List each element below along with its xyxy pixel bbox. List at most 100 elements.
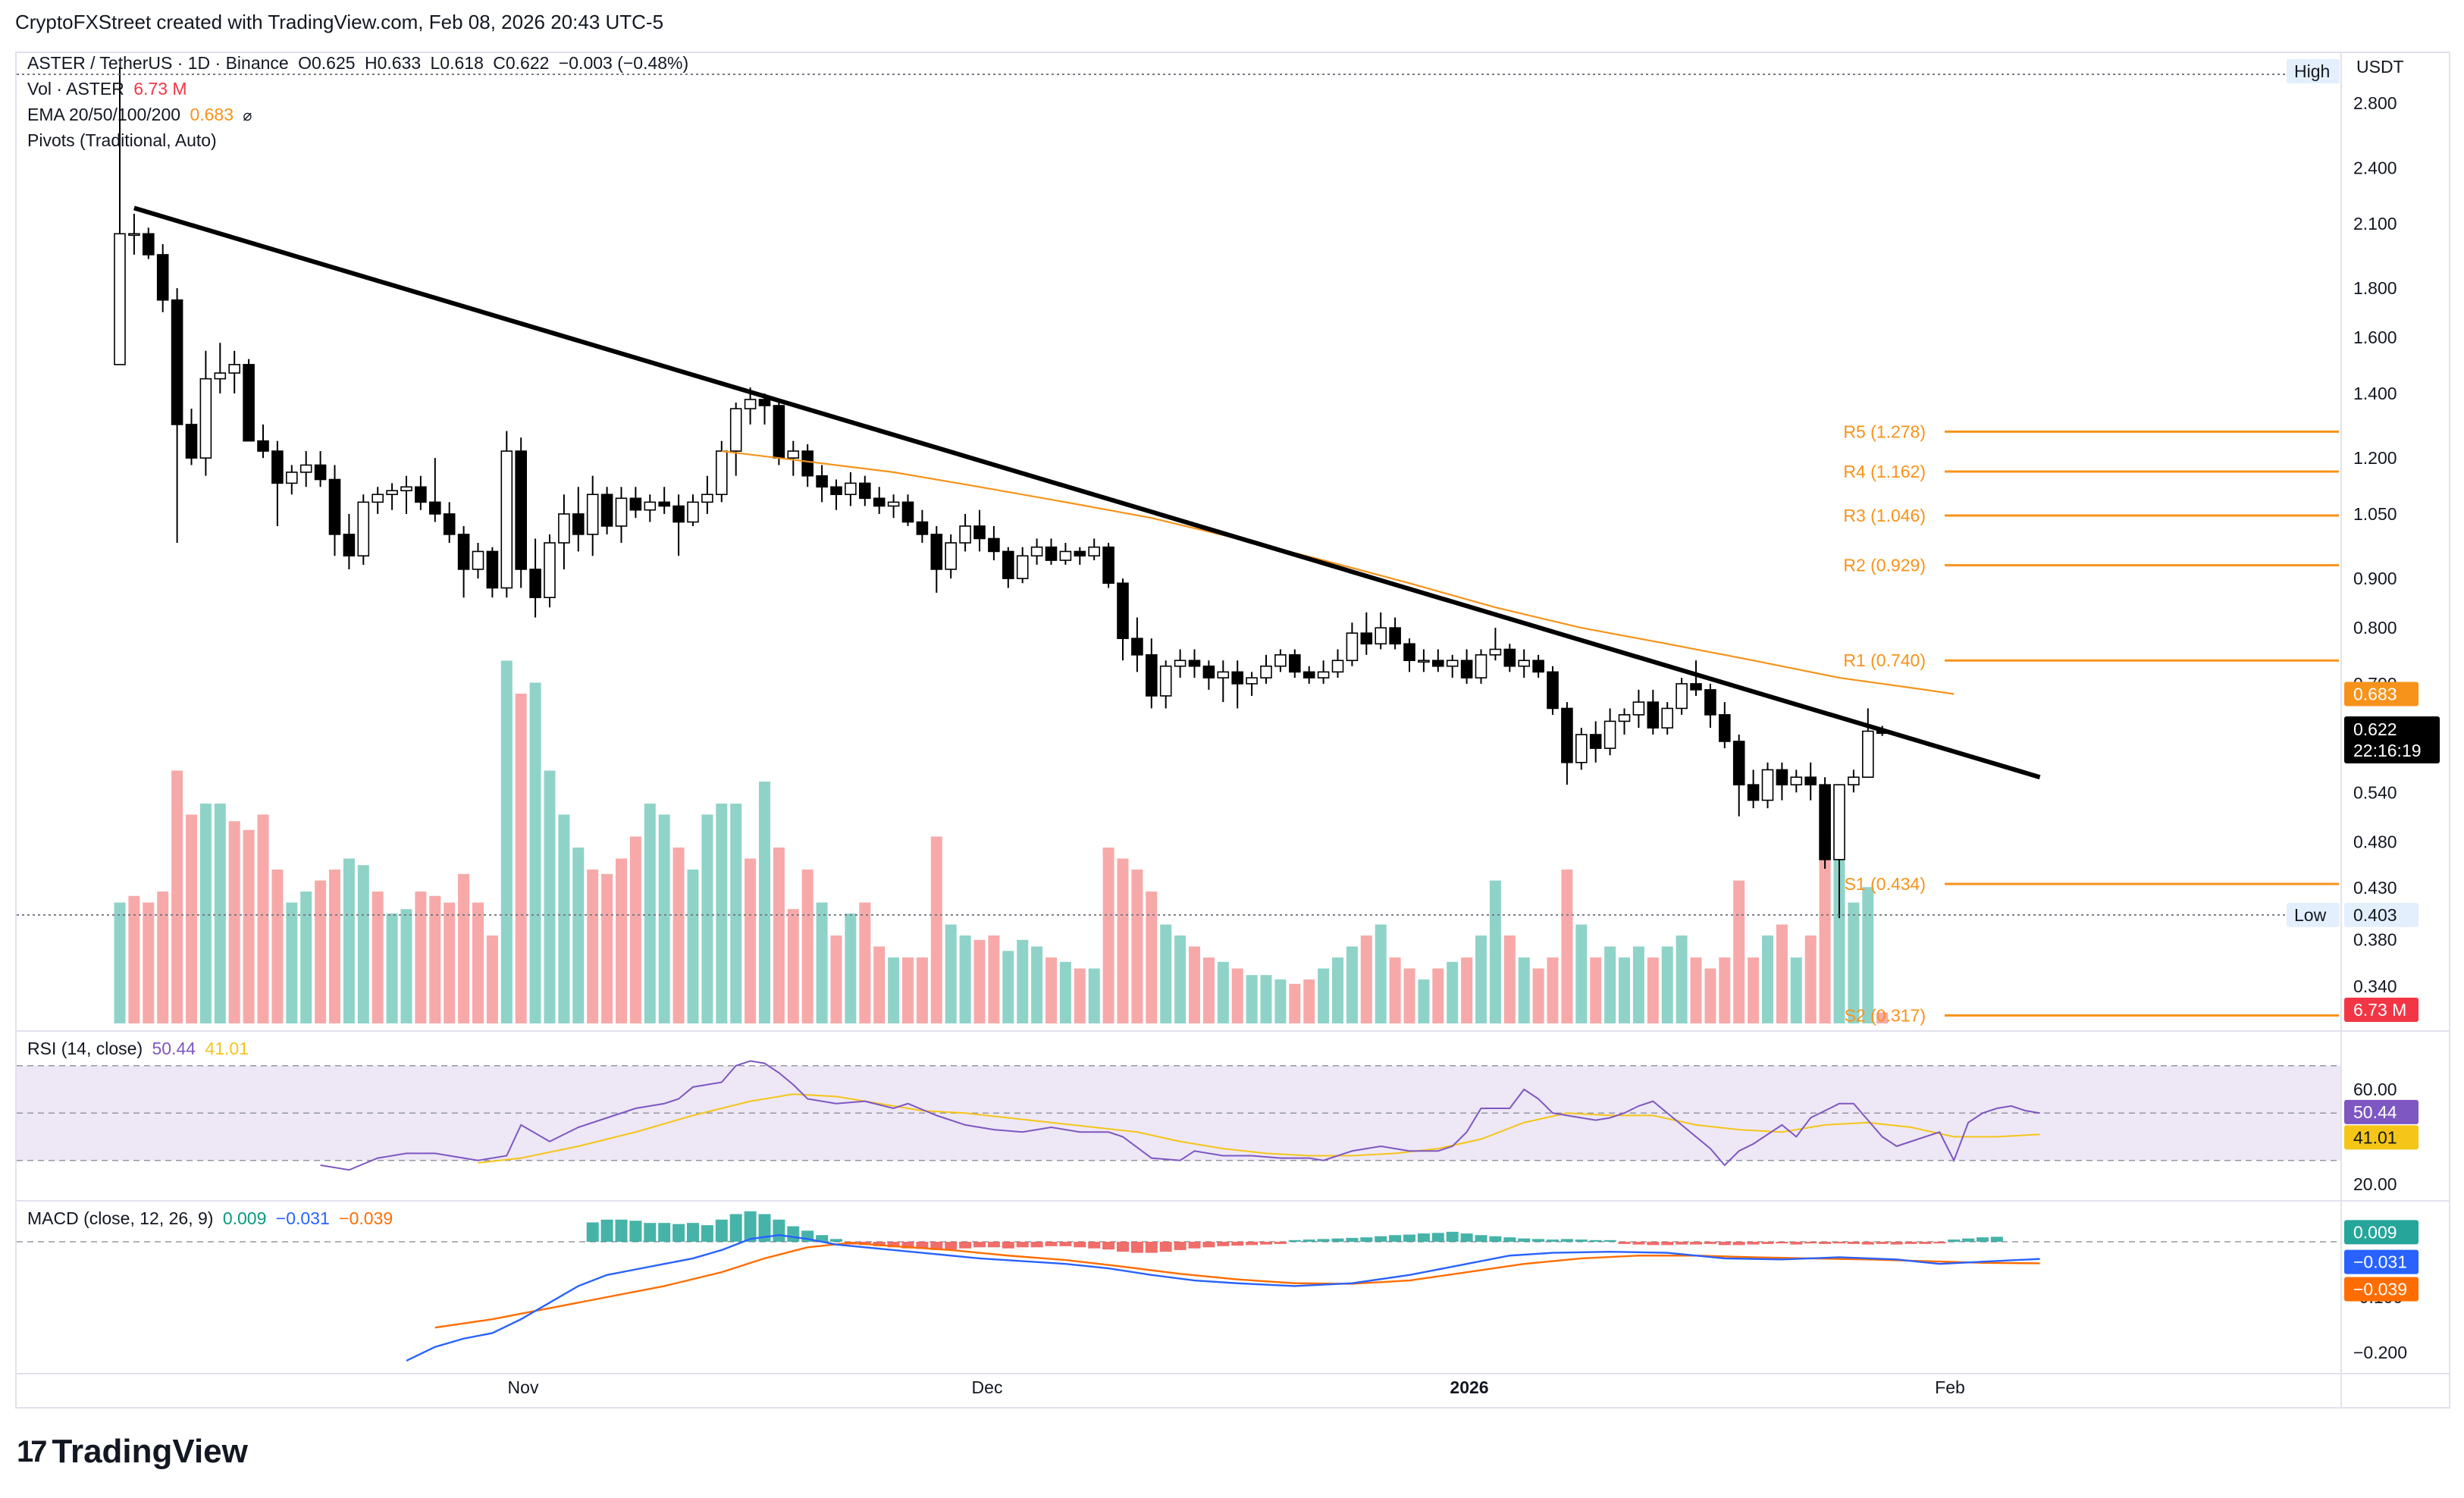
time-axis-label: Nov [508, 1377, 539, 1397]
macd-histogram-bar [945, 1242, 958, 1250]
candle-body [1804, 776, 1817, 785]
ema-legend[interactable]: EMA 20/50/100/200 0.683 ⌀ [27, 105, 256, 125]
volume-bar [386, 914, 398, 1023]
volume-bar [1447, 961, 1459, 1023]
ema-line [721, 450, 1955, 695]
volume-bar [243, 829, 255, 1023]
candle-body [1202, 665, 1215, 678]
macd-line [406, 1234, 2040, 1362]
volume-legend[interactable]: Vol · ASTER 6.73 M [27, 79, 192, 99]
candle-body [758, 399, 771, 406]
candle-body [916, 521, 929, 535]
macd-histogram-bar [1246, 1242, 1259, 1246]
candle-body [1317, 671, 1330, 678]
volume-bar [1160, 924, 1172, 1023]
macd-signal-badge: −0.039 [2353, 1279, 2407, 1299]
descending-trendline [133, 205, 2041, 780]
volume-bar [1762, 935, 1773, 1023]
ema-line [721, 450, 1955, 695]
volume-bar [1575, 924, 1588, 1023]
volume-bar [1231, 968, 1243, 1023]
macd-histogram-bar [1790, 1242, 1803, 1245]
macd-histogram-bar [644, 1223, 657, 1242]
candle-body [415, 486, 427, 503]
pivot-lines: R5 (1.278) R4 (1.162) R3 (1.046) R2 (0.929)… [1843, 422, 2339, 1026]
candle-body [1661, 707, 1673, 729]
pivot-label-r1: R1 (0.740) [1843, 650, 1926, 670]
macd-histogram-bar [1833, 1242, 1845, 1244]
rsi-legend[interactable]: RSI (14, close) 50.44 41.01 [27, 1039, 253, 1059]
volume-bar [1360, 935, 1372, 1023]
rsi-badge: 50.44 [2353, 1102, 2397, 1122]
macd-signal-badge-bg [2344, 1277, 2419, 1302]
candle-body [644, 501, 657, 511]
candle-body [257, 440, 269, 452]
candle-body [1246, 677, 1258, 685]
macd-legend[interactable]: MACD (close, 12, 26, 9) 0.009 −0.031 −0.… [27, 1208, 397, 1229]
time-axis-label: 2026 [1450, 1377, 1488, 1397]
macd-histogram-bar [1360, 1237, 1373, 1242]
volume-bar [429, 895, 441, 1023]
visibility-icon[interactable]: ⌀ [243, 108, 252, 124]
volume-bar [472, 902, 484, 1023]
volume-bar [845, 914, 857, 1023]
volume-bar [1117, 858, 1129, 1023]
candle-body [558, 513, 570, 544]
macd-badge-bg [2344, 1249, 2419, 1274]
rsi-ma-value: 41.01 [205, 1039, 249, 1058]
candle-body [386, 490, 398, 496]
volume-bar [1547, 957, 1559, 1023]
volume-bar [1804, 935, 1817, 1023]
candle-body [1102, 546, 1114, 584]
price-tick-label: 1.200 [2353, 448, 2397, 468]
candle-body [930, 534, 943, 570]
macd-histogram-bar [1288, 1239, 1301, 1242]
volume-bar [629, 836, 641, 1023]
price-tick-label: 1.050 [2353, 504, 2397, 524]
volume-bar [1475, 935, 1487, 1023]
price-tick-label: 2.100 [2353, 214, 2397, 233]
candle-body [1719, 714, 1731, 742]
candle-body [1030, 546, 1043, 557]
macd-pane [17, 1211, 2341, 1362]
macd-histogram-bar [1202, 1242, 1215, 1248]
pivots-legend[interactable]: Pivots (Traditional, Auto) [27, 130, 221, 151]
volume-bar [128, 895, 140, 1023]
macd-histogram-bar [1217, 1242, 1230, 1246]
tradingview-logo[interactable]: 17 TradingView [17, 1433, 248, 1471]
macd-histogram-bar [816, 1235, 829, 1242]
volume-bar [286, 902, 298, 1023]
volume-bar [687, 870, 699, 1023]
candle-body [1632, 701, 1645, 716]
macd-hist-value: 0.009 [222, 1208, 267, 1228]
candle-body [1862, 730, 1874, 778]
candle-body [615, 497, 628, 527]
macd-histogram-bar [916, 1242, 929, 1249]
candle-body [1159, 665, 1172, 697]
candle-body [1833, 784, 1845, 860]
rsi-tick-label: 20.00 [2353, 1174, 2397, 1194]
volume-bar [1661, 946, 1673, 1023]
candle-body [1174, 660, 1187, 667]
candle-body [1260, 665, 1272, 678]
candle-body [1131, 638, 1143, 656]
candle-body [271, 450, 284, 484]
candle-body [1647, 701, 1660, 729]
price-tick-label: 0.900 [2353, 569, 2397, 588]
candle-body [1690, 683, 1702, 691]
macd-histogram-bar [1676, 1242, 1688, 1245]
volume-bar [1833, 848, 1845, 1023]
volume-bar [558, 814, 570, 1023]
volume-bar [616, 858, 627, 1023]
macd-histogram-bar [1919, 1242, 1932, 1244]
volume-bar [1647, 957, 1659, 1023]
candle-body [299, 464, 312, 473]
candle-body [1117, 582, 1129, 639]
candle-body [343, 534, 356, 557]
macd-histogram-bar [1603, 1239, 1616, 1242]
low-value-badge: 0.403 [2353, 905, 2397, 925]
rsi-ma-badge-bg [2344, 1125, 2419, 1150]
volume-bar [787, 909, 799, 1023]
symbol-title[interactable]: ASTER / TetherUS · 1D · Binance [27, 53, 289, 73]
